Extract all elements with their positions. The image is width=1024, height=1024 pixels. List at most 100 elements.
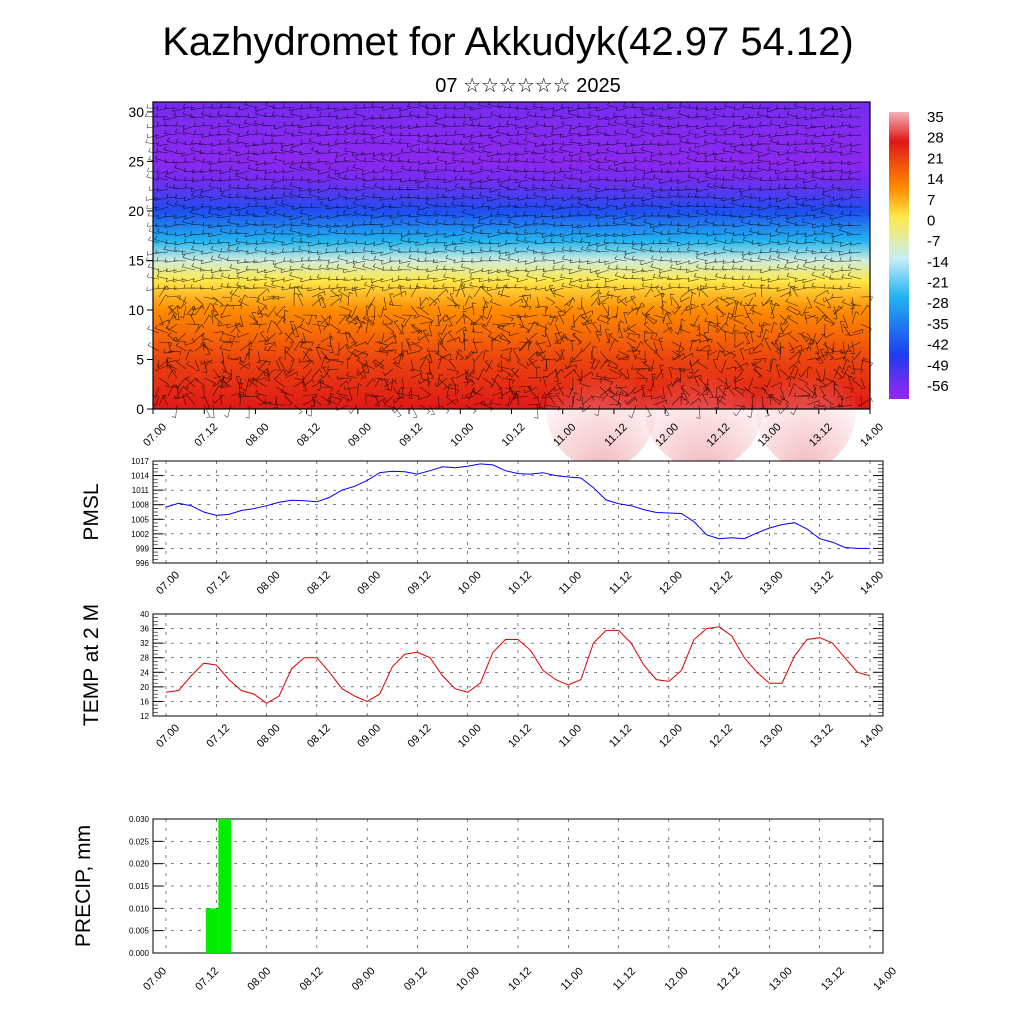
wind-barb (570, 359, 583, 363)
wind-barb-flag (623, 218, 626, 223)
wind-barb-flag (770, 137, 773, 142)
wind-barb-flag (273, 376, 278, 380)
wind-barb (561, 187, 574, 190)
wind-barb (392, 386, 401, 398)
wind-barb (715, 276, 727, 280)
wind-barb-flag (147, 167, 149, 172)
wind-barb (391, 197, 403, 200)
page-subtitle: 07 ☆☆☆☆☆☆ 2025 (435, 75, 620, 97)
wind-barb (597, 319, 610, 325)
wind-barb-flag (651, 255, 654, 260)
wind-barb (355, 158, 367, 163)
wind-barb (805, 314, 817, 320)
wind-barb-flag (164, 158, 167, 163)
wind-barb (208, 213, 223, 217)
wind-barb (444, 249, 457, 253)
wind-barb (398, 188, 412, 191)
wind-barb (254, 188, 268, 193)
wind-barb (264, 269, 277, 274)
wind-barb (338, 305, 352, 312)
wind-barb (245, 377, 250, 392)
wind-barb-flag (614, 118, 617, 123)
wind-barb (680, 305, 689, 316)
wind-barb (589, 197, 601, 201)
wind-barb (273, 379, 286, 388)
wind-barb-flag (298, 245, 301, 250)
wind-barb-flag (326, 360, 331, 363)
wind-barb-flag (715, 285, 717, 290)
wind-barb-flag (325, 323, 330, 326)
wind-barb-flag (515, 267, 517, 272)
wind-barb-flag (760, 249, 762, 254)
wind-barb-flag (199, 284, 202, 289)
wind-barb (166, 359, 178, 364)
wind-barb-flag (463, 314, 467, 319)
wind-barb-flag (166, 193, 169, 198)
wind-barb-flag (185, 376, 190, 379)
wind-barb-flag (769, 300, 773, 305)
wind-barb-flag (563, 308, 566, 313)
wind-barb-flag (838, 222, 840, 227)
wind-barb-flag (651, 119, 654, 124)
wind-barb-flag (829, 175, 832, 180)
wind-barb (289, 167, 304, 172)
wind-barb (212, 375, 224, 379)
wind-barb (698, 323, 701, 337)
wind-barb (848, 177, 862, 181)
wind-barb-flag (674, 331, 679, 335)
wind-barb-flag (345, 317, 349, 321)
wind-barb (361, 152, 376, 156)
wind-barb (371, 278, 385, 283)
wind-barb (542, 275, 556, 280)
wind-barb (849, 134, 862, 137)
wind-barb-flag (163, 245, 167, 250)
wind-barb-flag (169, 342, 172, 347)
wind-barb-flag (337, 255, 341, 259)
wind-barb (364, 206, 376, 209)
wind-barb (185, 378, 196, 388)
wind-barb (662, 327, 672, 334)
wind-barb-flag (408, 247, 412, 252)
wind-barb-flag (507, 157, 510, 162)
wind-barb (374, 377, 389, 381)
wind-barb-flag (660, 256, 663, 261)
wind-barb (436, 196, 448, 199)
wind-barb (583, 314, 592, 326)
wind-barb-flag (274, 169, 276, 174)
wind-barb (568, 296, 574, 307)
wind-barb-flag (595, 122, 598, 127)
wind-barb (208, 224, 223, 229)
wind-barb (275, 323, 283, 334)
wind-barb (347, 316, 358, 325)
wind-barb (851, 296, 855, 309)
wind-barb-flag (515, 231, 518, 236)
wind-barb (485, 314, 493, 328)
wind-barb (426, 141, 439, 145)
wind-barb-flag (812, 169, 814, 174)
wind-barb (317, 233, 331, 235)
wind-barb-flag (255, 129, 259, 134)
wind-barb (176, 305, 180, 320)
wind-barb-flag (533, 191, 536, 196)
wind-barb-flag (646, 313, 651, 316)
wind-barb-flag (526, 158, 529, 163)
wind-barb (770, 341, 780, 351)
wind-barb (363, 116, 376, 121)
wind-barb-flag (577, 307, 582, 310)
wind-barb (245, 213, 259, 217)
wind-barb-flag (561, 264, 564, 269)
wind-barb (739, 348, 745, 361)
wind-barb-flag (616, 354, 619, 358)
wind-barb (463, 339, 466, 352)
wind-barb (794, 287, 808, 291)
wind-barb-flag (164, 212, 167, 217)
wind-barb (716, 341, 725, 351)
wind-barb-flag (201, 333, 205, 337)
wind-barb-flag (174, 200, 178, 205)
wind-barb-flag (757, 156, 760, 161)
wind-barb-flag (720, 183, 724, 188)
wind-barb-flag (655, 333, 658, 338)
wind-barb (257, 305, 264, 318)
wind-barb (338, 290, 349, 298)
wind-barb-flag (615, 264, 618, 269)
